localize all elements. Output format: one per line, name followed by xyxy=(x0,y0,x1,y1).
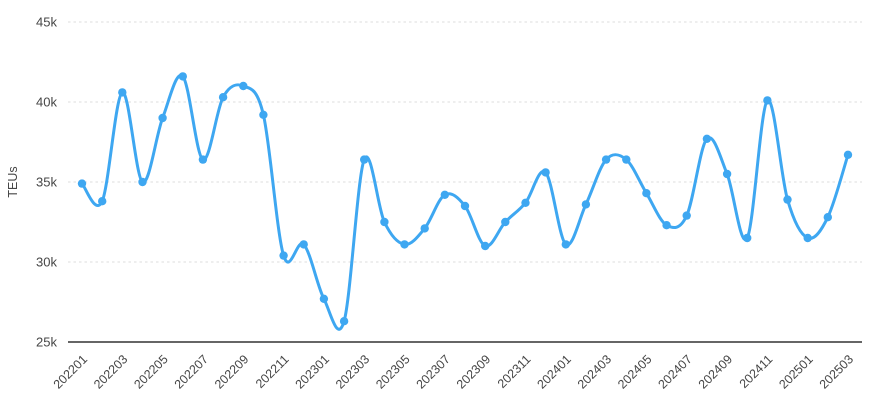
data-point-202303[interactable] xyxy=(360,155,369,164)
data-point-202311[interactable] xyxy=(521,198,530,207)
data-point-202410[interactable] xyxy=(743,233,752,243)
x-axis-tick-label: 202403 xyxy=(575,352,614,391)
data-point-202310[interactable] xyxy=(501,217,510,227)
data-point-202306[interactable] xyxy=(420,224,429,233)
data-point-202205[interactable] xyxy=(158,113,167,123)
data-point-202206[interactable] xyxy=(178,72,187,81)
data-point-202305[interactable] xyxy=(400,240,409,249)
x-axis-tick-label: 202201 xyxy=(51,352,90,391)
x-axis-tick-label: 202203 xyxy=(91,352,130,391)
data-point-202312[interactable] xyxy=(541,168,550,177)
x-axis-tick-label: 202209 xyxy=(212,352,251,391)
data-point-202307[interactable] xyxy=(440,190,449,199)
data-point-202204[interactable] xyxy=(138,177,147,187)
data-point-202407[interactable] xyxy=(682,211,691,220)
data-point-202207[interactable] xyxy=(198,155,208,164)
data-point-202402[interactable] xyxy=(581,200,591,209)
x-axis-tick-label: 202401 xyxy=(535,352,574,391)
data-point-202405[interactable] xyxy=(642,189,651,198)
x-axis-tick-label: 202207 xyxy=(172,352,211,391)
x-axis-tick-label: 202405 xyxy=(615,352,654,391)
x-axis-tick-label: 202205 xyxy=(131,352,170,391)
data-point-202403[interactable] xyxy=(601,155,611,164)
data-point-202309[interactable] xyxy=(481,241,490,251)
x-axis-tick-label: 202301 xyxy=(293,352,332,391)
data-point-202401[interactable] xyxy=(561,240,570,249)
data-point-202301[interactable] xyxy=(319,294,329,303)
data-point-202212[interactable] xyxy=(299,240,308,249)
y-axis-title: TEUs xyxy=(6,166,20,197)
data-point-202209[interactable] xyxy=(239,81,248,91)
data-point-202404[interactable] xyxy=(622,155,631,164)
x-axis-tick-label: 202409 xyxy=(696,352,735,391)
y-axis-tick-label: 30k xyxy=(36,255,57,270)
y-axis-tick-label: 25k xyxy=(36,335,57,350)
data-point-202409[interactable] xyxy=(722,169,732,179)
data-point-202412[interactable] xyxy=(783,195,792,204)
data-point-202210[interactable] xyxy=(259,110,268,120)
data-point-202501[interactable] xyxy=(803,233,812,243)
x-axis-tick-label: 202305 xyxy=(373,352,412,391)
data-point-202208[interactable] xyxy=(218,93,228,102)
data-point-202304[interactable] xyxy=(380,217,389,227)
data-point-202201[interactable] xyxy=(77,179,87,188)
x-axis-tick-label: 202503 xyxy=(817,352,856,391)
y-axis-tick-label: 40k xyxy=(36,95,57,110)
y-axis-tick-label: 35k xyxy=(36,175,57,190)
data-point-202202[interactable] xyxy=(98,197,107,206)
y-axis-tick-label: 45k xyxy=(36,15,57,30)
x-axis-tick-label: 202211 xyxy=(253,352,292,391)
x-axis-tick-label: 202411 xyxy=(737,352,776,391)
x-axis-tick-label: 202501 xyxy=(776,352,815,391)
x-axis-tick-label: 202307 xyxy=(414,352,453,391)
data-point-202308[interactable] xyxy=(460,201,470,211)
data-point-202411[interactable] xyxy=(763,96,772,105)
data-point-202203[interactable] xyxy=(118,88,127,97)
data-point-202211[interactable] xyxy=(279,251,288,260)
data-point-202408[interactable] xyxy=(702,134,712,143)
x-axis-tick-label: 202303 xyxy=(333,352,372,391)
data-point-202503[interactable] xyxy=(843,150,853,159)
x-axis-tick-label: 202311 xyxy=(495,352,534,391)
data-point-202302[interactable] xyxy=(339,317,349,326)
x-axis-tick-label: 202407 xyxy=(655,352,694,391)
x-axis-tick-label: 202309 xyxy=(454,352,493,391)
data-point-202406[interactable] xyxy=(662,221,671,230)
data-point-202502[interactable] xyxy=(823,213,832,222)
